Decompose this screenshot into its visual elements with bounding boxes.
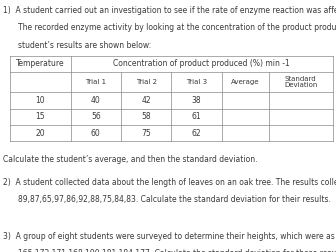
Text: Trial 1: Trial 1 <box>85 79 106 85</box>
Text: 165,172,171,168,190,181,184,177. Calculate the standard deviation for these resu: 165,172,171,168,190,181,184,177. Calcula… <box>18 249 336 252</box>
Text: 10: 10 <box>36 96 45 105</box>
Text: Trial 2: Trial 2 <box>136 79 157 85</box>
Text: Average: Average <box>231 79 259 85</box>
Text: 61: 61 <box>192 112 201 121</box>
Text: 3)  A group of eight students were surveyed to determine their heights, which we: 3) A group of eight students were survey… <box>3 232 336 241</box>
Text: Calculate the student’s average, and then the standard deviation.: Calculate the student’s average, and the… <box>3 155 258 164</box>
Text: The recorded enzyme activity by looking at the concentration of the product prod: The recorded enzyme activity by looking … <box>18 23 336 33</box>
Text: 38: 38 <box>192 96 201 105</box>
Text: 62: 62 <box>192 129 201 138</box>
Text: 15: 15 <box>36 112 45 121</box>
Text: 40: 40 <box>91 96 101 105</box>
Text: 75: 75 <box>141 129 151 138</box>
Text: Temperature: Temperature <box>16 59 65 68</box>
Text: 58: 58 <box>141 112 151 121</box>
Text: Trial 3: Trial 3 <box>186 79 207 85</box>
Text: Concentration of product produced (%) min -1: Concentration of product produced (%) mi… <box>113 59 290 68</box>
Text: student’s results are shown below:: student’s results are shown below: <box>18 41 152 50</box>
Text: 20: 20 <box>36 129 45 138</box>
Text: Standard
Deviation: Standard Deviation <box>284 76 318 88</box>
Text: 56: 56 <box>91 112 101 121</box>
Text: 2)  A student collected data about the length of leaves on an oak tree. The resu: 2) A student collected data about the le… <box>3 178 336 187</box>
Text: 1)  A student carried out an investigation to see if the rate of enzyme reaction: 1) A student carried out an investigatio… <box>3 6 336 15</box>
Text: 60: 60 <box>91 129 101 138</box>
Text: 89,87,65,97,86,92,88,75,84,83. Calculate the standard deviation for their result: 89,87,65,97,86,92,88,75,84,83. Calculate… <box>18 195 331 204</box>
Text: 42: 42 <box>141 96 151 105</box>
